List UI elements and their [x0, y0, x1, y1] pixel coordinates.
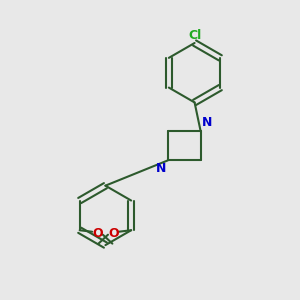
Text: N: N [202, 116, 212, 129]
Text: Cl: Cl [188, 28, 201, 41]
Text: N: N [156, 162, 166, 175]
Text: O: O [92, 227, 103, 240]
Text: O: O [108, 227, 119, 240]
